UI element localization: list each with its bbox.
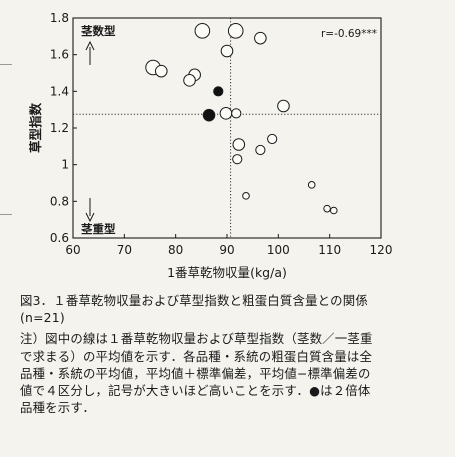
point-open [242,192,250,200]
y-tick-label: 0.8 [50,194,69,208]
x-axis-title: 1番草乾物収量(kg/a) [167,265,287,280]
scan-edge-line [0,64,12,65]
point-open [277,99,290,113]
y-tick-label: 1.8 [50,11,69,25]
point-open [220,44,234,58]
y-tick-label: 1 [61,158,69,172]
point-open [254,31,267,45]
x-tick-label: 110 [318,243,341,257]
caption-note: 値で４区分し，記号が大きいほど高いことを示す．●は２倍体 [20,383,371,399]
scatter-chart: 60 70 80 90 100 110 120 0.6 0.8 1 1.2 1.4 1.6 1.8 1番草… [28,11,393,280]
point-filled [213,86,224,97]
correlation-label: r=-0.69*** [321,28,377,40]
point-open [227,23,244,39]
y-tick-label: 0.6 [50,231,69,245]
point-open [232,154,243,165]
point-open [183,74,196,87]
point-open [307,181,316,189]
stem-number-type-label: 茎数型 [81,24,116,38]
caption-title-n: (n=21) [20,310,65,326]
scan-edge-line [0,214,12,215]
up-arrow-icon [85,40,95,51]
x-tick-label: 80 [168,243,183,257]
y-axis-title: 草型指数 [28,103,43,154]
y-tick-label: 1.4 [50,84,69,98]
x-tick-label: 100 [267,243,290,257]
down-arrow-icon [85,212,95,223]
point-open [323,204,331,213]
point-filled [202,108,216,122]
y-tick-label: 1.6 [50,48,69,62]
point-open [231,108,242,119]
point-open [194,23,211,39]
caption-note: 品種・系統の平均値，平均値＋標準偏差，平均値−標準偏差の [20,365,371,381]
figure-caption: 図3．１番草乾物収量および草型指数と粗蛋白質含量との関係 (n=21) 注）図中… [20,292,445,416]
stem-weight-type-label: 茎重型 [81,222,116,236]
data-points [145,23,338,215]
caption-note: で求まる）の平均値を示す．各品種・系統の粗蛋白質含量は全 [20,348,373,364]
y-tick-label: 1.2 [50,121,69,135]
point-open [329,206,338,215]
x-tick-label: 60 [65,243,80,257]
point-open [219,107,233,120]
x-tick-label: 90 [219,243,234,257]
caption-note: 品種を示す． [20,400,96,416]
point-open [267,133,278,145]
point-open [154,64,168,78]
point-open [255,144,266,156]
caption-note: 注）図中の線は１番草乾物収量および草型指数（茎数／一茎重 [20,331,373,347]
x-tick-label: 120 [370,243,393,257]
point-open [232,138,246,151]
axes: 60 70 80 90 100 110 120 0.6 0.8 1 1.2 1.4 1.6 1.8 [50,11,393,257]
x-tick-label: 70 [117,243,132,257]
caption-title: 図3．１番草乾物収量および草型指数と粗蛋白質含量との関係 [20,293,368,308]
